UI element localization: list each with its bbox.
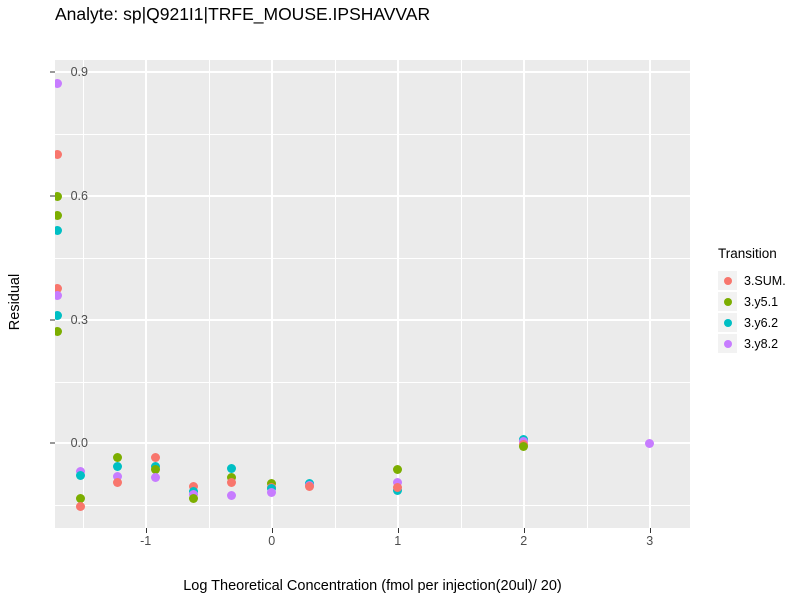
y-axis-tick-mark (50, 319, 55, 321)
data-point (226, 463, 236, 473)
x-axis-tick-mark (397, 528, 399, 533)
data-point (55, 192, 63, 202)
gridline-vertical (648, 60, 651, 528)
data-point (151, 453, 161, 463)
data-point (189, 494, 199, 504)
data-point (55, 284, 63, 294)
data-point (519, 442, 529, 452)
data-point (55, 150, 63, 160)
data-point (113, 472, 123, 482)
data-point (113, 452, 123, 462)
y-axis-tick-label: 0.0 (70, 436, 88, 451)
legend-item-label: 3.y6.2 (744, 315, 779, 330)
legend: Transition 3.SUM. 3.y5.1 3.y6.2 3.y8.2 (718, 246, 786, 354)
data-point (393, 477, 403, 487)
data-point (55, 225, 63, 235)
y-axis-tick-label: 0.3 (70, 312, 88, 327)
legend-dot-icon (723, 318, 732, 327)
legend-item-label: 3.y8.2 (744, 336, 779, 351)
data-point (393, 482, 403, 492)
gridline-vertical-minor (460, 60, 462, 528)
data-point (393, 464, 403, 474)
data-point (55, 326, 63, 336)
x-axis-title: Log Theoretical Concentration (fmol per … (183, 578, 562, 594)
data-point (226, 490, 236, 500)
legend-key-swatch (718, 271, 737, 290)
gridline-vertical (144, 60, 147, 528)
data-point (113, 461, 123, 471)
y-axis-tick-label: 0.6 (70, 189, 88, 204)
data-point (75, 502, 85, 512)
legend-key-swatch (718, 313, 737, 332)
page-title: Analyte: sp|Q921I1|TRFE_MOUSE.IPSHAVVAR (55, 4, 431, 24)
legend-item-3-y6-2[interactable]: 3.y6.2 (718, 312, 786, 333)
y-axis-tick-mark (50, 442, 55, 444)
legend-item-3-y5-1[interactable]: 3.y5.1 (718, 291, 786, 312)
legend-item-3-y8-2[interactable]: 3.y8.2 (718, 333, 786, 354)
data-point (267, 487, 277, 497)
gridline-horizontal-minor (55, 505, 690, 507)
y-axis-title: Residual (7, 273, 23, 331)
x-axis-tick-label: 3 (646, 534, 654, 548)
gridline-vertical-minor (586, 60, 588, 528)
x-axis-tick-mark (649, 528, 651, 533)
gridline-vertical-minor (82, 60, 84, 528)
data-point (226, 472, 236, 482)
data-point (226, 478, 236, 488)
legend-entries: 3.SUM. 3.y5.1 3.y6.2 3.y8.2 (718, 270, 786, 354)
legend-dot-icon (723, 276, 732, 285)
gridline-horizontal (55, 442, 690, 445)
data-point (55, 79, 63, 89)
gridline-horizontal-minor (55, 257, 690, 259)
data-point (75, 466, 85, 476)
y-axis-tick-mark (50, 71, 55, 73)
legend-key-swatch (718, 334, 737, 353)
y-axis-tick-mark (50, 195, 55, 197)
x-axis-tick-mark (145, 528, 147, 533)
data-point (645, 438, 655, 448)
data-point (75, 493, 85, 503)
x-axis-tick-label: 0 (268, 534, 276, 548)
data-point (113, 477, 123, 487)
legend-dot-icon (723, 339, 732, 348)
gridline-vertical-minor (208, 60, 210, 528)
legend-item-label: 3.y5.1 (744, 294, 779, 309)
data-point (55, 291, 63, 301)
gridline-horizontal (55, 195, 690, 198)
gridline-horizontal-minor (55, 381, 690, 383)
gridline-vertical (270, 60, 273, 528)
x-axis-tick-label: -1 (140, 534, 152, 548)
gridline-horizontal (55, 71, 690, 74)
y-axis-tick-label: 0.9 (70, 65, 88, 80)
data-point (189, 482, 199, 492)
data-point (151, 472, 161, 482)
data-point (55, 211, 63, 221)
x-axis-tick-mark (523, 528, 525, 533)
gridline-vertical-minor (334, 60, 336, 528)
gridline-horizontal-minor (55, 134, 690, 136)
data-point (151, 464, 161, 474)
legend-item-label: 3.SUM. (744, 273, 786, 288)
legend-title: Transition (718, 246, 777, 261)
data-point (75, 471, 85, 481)
gridline-vertical (522, 60, 525, 528)
data-point (305, 482, 314, 492)
legend-item-3-sum[interactable]: 3.SUM. (718, 270, 786, 291)
x-axis-tick-label: 2 (520, 534, 528, 548)
legend-dot-icon (723, 297, 732, 306)
gridline-vertical (396, 60, 399, 528)
legend-key-swatch (718, 292, 737, 311)
gridline-horizontal (55, 318, 690, 321)
x-axis-tick-label: 1 (394, 534, 402, 548)
plot-panel (55, 60, 690, 528)
x-axis-tick-mark (271, 528, 273, 533)
data-point (55, 310, 63, 320)
